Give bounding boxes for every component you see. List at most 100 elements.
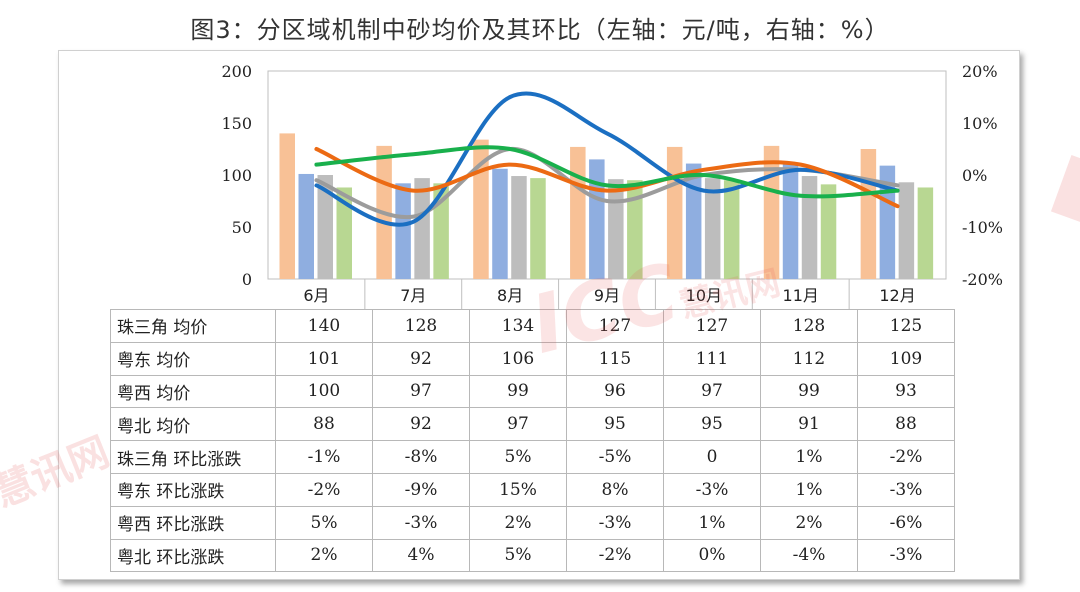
bar-1 (492, 168, 508, 279)
table-cell: 134 (469, 309, 567, 343)
category-label: 11月 (783, 286, 819, 305)
left-axis-tick-label: 200 (221, 62, 252, 81)
table-cell: 100 (275, 374, 373, 409)
line-1 (314, 91, 900, 227)
table-cell: -3% (663, 472, 761, 507)
table-row: 粤西 环比涨跌 5% -3% 2% -3% 1% 2% -6% (110, 505, 955, 540)
data-table: 珠三角 均价 140 128 134 127 127 128 125 粤东 均价 101 92 106… (110, 309, 955, 573)
right-axis-tick-label: 20% (962, 62, 998, 81)
table-cell: 5% (469, 538, 567, 573)
bar-3 (627, 180, 643, 279)
line-2 (314, 147, 900, 209)
row-header: 粤东 环比涨跌 (110, 472, 276, 507)
table-cell: -3% (372, 505, 470, 540)
table-cell: -2% (857, 440, 955, 474)
table-cell: 101 (275, 341, 373, 376)
table-cell: -3% (857, 472, 955, 507)
category-label: 8月 (497, 286, 523, 305)
bar-2 (414, 178, 430, 279)
table-cell: 5% (469, 440, 567, 474)
table-cell: 97 (663, 374, 761, 409)
bar-0 (763, 145, 780, 279)
table-cell: -1% (275, 440, 373, 474)
table-cell: 140 (275, 309, 373, 343)
row-header: 粤北 均价 (110, 407, 276, 442)
table-cell: 0 (663, 440, 761, 474)
table-cell: -4% (760, 538, 858, 573)
table-cell: 92 (372, 341, 470, 376)
bar-3 (433, 183, 449, 279)
table-cell: 88 (857, 407, 955, 442)
table-cell: 0% (663, 538, 761, 573)
bar-2 (608, 179, 624, 279)
table-cell: -6% (857, 505, 955, 540)
row-header: 粤东 均价 (110, 341, 276, 376)
right-axis-tick-label: -10% (962, 218, 1003, 237)
table-row: 珠三角 环比涨跌 -1% -8% 5% -5% 0 1% -2% (110, 440, 955, 474)
right-axis-tick-label: -20% (962, 270, 1003, 289)
bar-2 (704, 178, 721, 279)
table-cell: 2% (275, 538, 373, 573)
table-cell: 88 (275, 407, 373, 442)
category-label: 9月 (594, 286, 620, 305)
table-row: 粤北 环比涨跌 2% 4% 5% -2% 0% -4% -3% (110, 538, 955, 573)
table-cell: 128 (372, 309, 470, 343)
bar-0 (860, 149, 877, 279)
bar-0 (473, 139, 489, 279)
table-cell: 2% (760, 505, 858, 540)
table-cell: 99 (469, 374, 567, 409)
bar-1 (685, 163, 702, 279)
plot-area (267, 70, 947, 280)
bar-0 (570, 146, 586, 279)
table-cell: 96 (566, 374, 664, 409)
bar-3 (336, 187, 352, 279)
category-label: 7月 (400, 286, 426, 305)
bar-2 (511, 176, 527, 279)
left-axis-tick-label: 150 (221, 114, 252, 133)
bar-3 (820, 184, 837, 279)
table-cell: -3% (857, 538, 955, 573)
table-cell: 92 (372, 407, 470, 442)
category-label: 6月 (303, 286, 329, 305)
row-header: 粤西 均价 (110, 374, 276, 409)
row-header: 粤北 环比涨跌 (110, 538, 276, 573)
table-cell: 8% (566, 472, 664, 507)
table-cell: 1% (760, 440, 858, 474)
table-cell: -2% (275, 472, 373, 507)
table-cell: 109 (857, 341, 955, 376)
table-row: 粤东 均价 101 92 106 115 111 112 109 (110, 341, 955, 376)
table-cell: 95 (566, 407, 664, 442)
bar-3 (530, 178, 546, 279)
table-cell: -5% (566, 440, 664, 474)
table-cell: 1% (663, 505, 761, 540)
right-axis-tick-label: 0% (962, 166, 987, 185)
bar-1 (782, 162, 799, 279)
table-row: 粤西 均价 100 97 99 96 97 99 93 (110, 374, 955, 409)
bar-2 (898, 182, 915, 279)
line-3 (314, 145, 900, 199)
table-cell: -9% (372, 472, 470, 507)
chart-title: 图3：分区域机制中砂均价及其环比（左轴：元/吨，右轴：%） (190, 16, 890, 44)
row-header: 珠三角 环比涨跌 (110, 440, 276, 474)
table-cell: 97 (372, 374, 470, 409)
table-cell: 1% (760, 472, 858, 507)
table-cell: -2% (566, 538, 664, 573)
table-cell: 95 (663, 407, 761, 442)
table-cell: 5% (275, 505, 373, 540)
table-cell: -8% (372, 440, 470, 474)
table-cell: 2% (469, 505, 567, 540)
table-cell: 91 (760, 407, 858, 442)
bar-1 (395, 183, 411, 279)
table-cell: 111 (663, 341, 761, 376)
bar-0 (279, 133, 295, 279)
table-cell: 128 (760, 309, 858, 343)
bar-1 (298, 173, 314, 279)
right-axis-tick-label: 10% (962, 114, 998, 133)
table-cell: 125 (857, 309, 955, 343)
table-cell: 112 (760, 341, 858, 376)
bar-3 (917, 187, 934, 279)
table-row: 粤北 均价 88 92 97 95 95 91 88 (110, 407, 955, 442)
table-cell: 99 (760, 374, 858, 409)
table-cell: 15% (469, 472, 567, 507)
row-header: 粤西 环比涨跌 (110, 505, 276, 540)
